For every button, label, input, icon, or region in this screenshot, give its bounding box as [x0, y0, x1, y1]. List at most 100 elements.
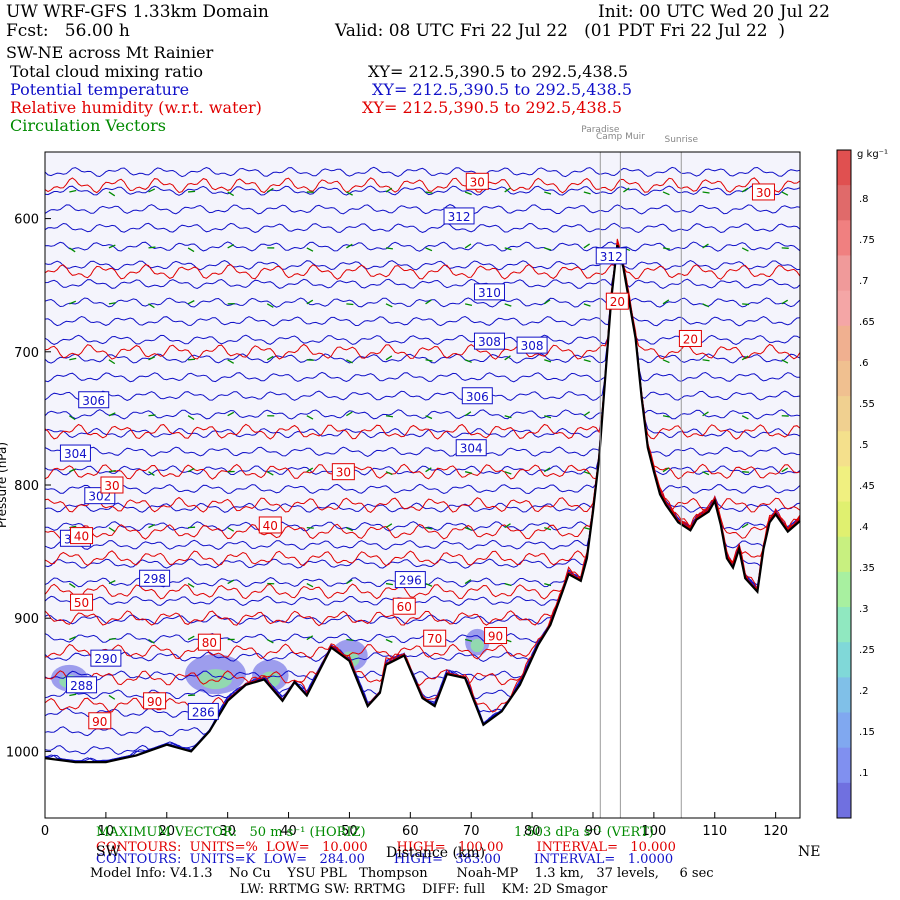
circulation-vector: [583, 303, 591, 307]
circulation-vector: [108, 244, 116, 249]
colorbar-tick-label: .2: [859, 686, 869, 697]
location-label: Paradise: [581, 125, 620, 135]
rh-label: 30: [756, 186, 771, 200]
circulation-vector: [108, 412, 116, 417]
circulation-vector: [188, 358, 196, 361]
colorbar-tick-label: .35: [859, 563, 875, 574]
circulation-vector: [227, 243, 235, 249]
x-tick-label: 80: [524, 824, 541, 839]
rh-label-box: [392, 597, 416, 615]
circulation-vector: [346, 527, 353, 532]
theta-label-box: [461, 387, 493, 405]
circulation-vector: [69, 468, 77, 473]
circulation-vector: [148, 414, 156, 417]
circulation-vector: [108, 302, 116, 305]
colorbar-tick-label: .5: [859, 440, 869, 451]
circulation-vector: [68, 583, 76, 588]
colorbar-segment: [837, 290, 851, 327]
sw-label: SW: [96, 844, 120, 860]
circulation-vector: [544, 582, 552, 587]
circulation-vector: [425, 299, 432, 305]
circulation-vector: [583, 243, 590, 249]
theta-label-box: [595, 247, 627, 265]
theta-label: 312: [448, 210, 471, 224]
circulation-vector: [464, 471, 473, 474]
circulation-vector: [108, 527, 116, 532]
circulation-vector: [781, 299, 789, 305]
theta-label-box: [394, 571, 426, 589]
colorbar-segment: [837, 747, 851, 784]
theta-contour: [44, 243, 801, 457]
circulation-vector: [543, 299, 551, 305]
model-info: Model Info: V4.1.3 No Cu YSU PBL Thompso…: [90, 866, 714, 881]
colorbar-unit: g kg⁻¹: [857, 149, 888, 160]
rh-label-box: [143, 692, 167, 710]
circulation-vector: [346, 359, 353, 364]
colorbar-segment: [837, 150, 851, 186]
circulation-vector: [702, 243, 709, 249]
circulation-vector: [583, 471, 591, 475]
theta-label-box: [187, 702, 219, 720]
theta-label-box: [473, 332, 505, 350]
colorbar-segment: [837, 607, 851, 643]
circulation-vector: [702, 471, 710, 476]
circulation-vector: [346, 579, 353, 585]
circulation-vector: [741, 415, 749, 420]
x-tick-label: 60: [402, 824, 419, 839]
theta-label: 304: [460, 442, 483, 456]
rh-label: 60: [397, 600, 412, 614]
colorbar-segment: [837, 536, 851, 573]
circulation-vector: [148, 471, 155, 476]
rh-label: 30: [104, 479, 119, 493]
circulation-vector: [544, 359, 552, 363]
cross-section-name: SW-NE across Mt Rainier: [6, 43, 214, 62]
colorbar-segment: [837, 431, 851, 467]
terrain-fill: [45, 245, 800, 818]
x-tick-label: 50: [341, 824, 358, 839]
circulation-vector: [464, 638, 473, 642]
rh-contour: [44, 177, 801, 194]
x-tick-label: 20: [159, 824, 176, 839]
circulation-vector: [187, 300, 195, 305]
x-axis-label: Distance (km): [386, 845, 486, 861]
theta-contour: [44, 222, 801, 234]
x-tick-label: 100: [641, 824, 666, 839]
theta-contour: [44, 243, 801, 495]
circulation-vector: [306, 299, 314, 305]
rh-label-box: [70, 593, 94, 611]
theta-contour: [44, 242, 801, 383]
theta-contour: [44, 240, 801, 401]
circulation-vector: [385, 415, 393, 418]
theta-contour-info: CONTOURS: UNITS=K LOW= 284.00 HIGH= 383.…: [96, 852, 674, 867]
circulation-vector: [702, 411, 709, 417]
circulation-vector: [266, 187, 274, 193]
circulation-vector: [68, 247, 76, 253]
init-time: Init: 00 UTC Wed 20 Jul 22: [598, 2, 830, 22]
circulation-vector: [742, 303, 750, 306]
rh-label: 20: [610, 295, 625, 309]
circulation-vector: [227, 191, 235, 197]
field-cloud-label: Total cloud mixing ratio: [10, 62, 204, 81]
rh-label: 50: [74, 596, 89, 610]
circulation-vector: [702, 359, 710, 362]
y-axis-label: Pressure (hPa): [0, 442, 9, 528]
y-tick-label: 900: [14, 612, 39, 627]
colorbar-tick-label: .45: [859, 481, 875, 492]
circulation-vector: [306, 635, 314, 641]
circulation-vector: [504, 582, 512, 587]
theta-label: 306: [466, 390, 489, 404]
rh-contour: [44, 243, 801, 440]
circulation-vector: [464, 191, 472, 196]
theta-contour: [44, 166, 801, 178]
circulation-vector: [227, 579, 235, 585]
theta-contour: [44, 243, 801, 364]
colorbar-segment: [837, 360, 851, 397]
circulation-vector: [623, 187, 630, 193]
theta-contour: [44, 243, 801, 346]
theta-label-box: [443, 207, 475, 225]
circulation-vector: [306, 247, 314, 252]
rh-label-box: [331, 463, 355, 481]
rh-label-box: [484, 627, 508, 645]
circulation-vector: [306, 415, 314, 420]
